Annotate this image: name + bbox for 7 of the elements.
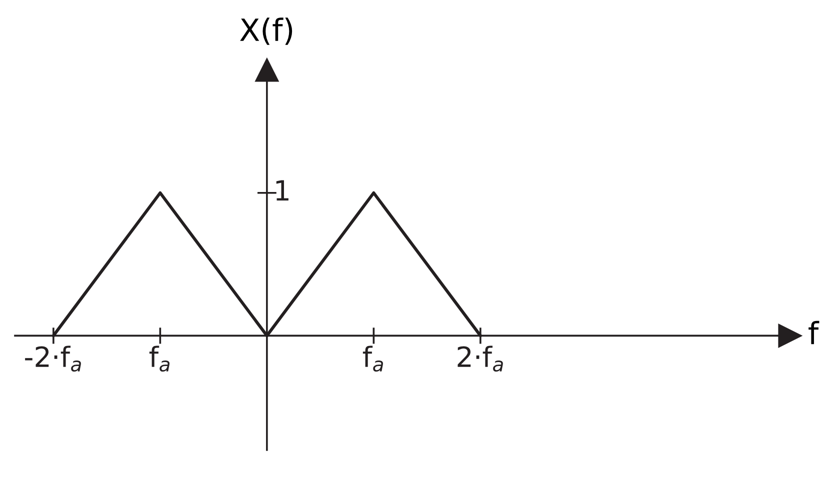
x-tick-label: f$_{a}$	[362, 346, 383, 372]
x-tick-label: 2·f$_{a}$	[458, 346, 503, 372]
annotation: 1	[276, 180, 288, 201]
x-tick-label: -2·f$_{a}$	[25, 346, 81, 372]
x-tick-label: f$_{a}$	[149, 346, 170, 372]
y-axis-title: X(f)	[240, 18, 292, 45]
x-axis-title: f	[808, 320, 820, 344]
